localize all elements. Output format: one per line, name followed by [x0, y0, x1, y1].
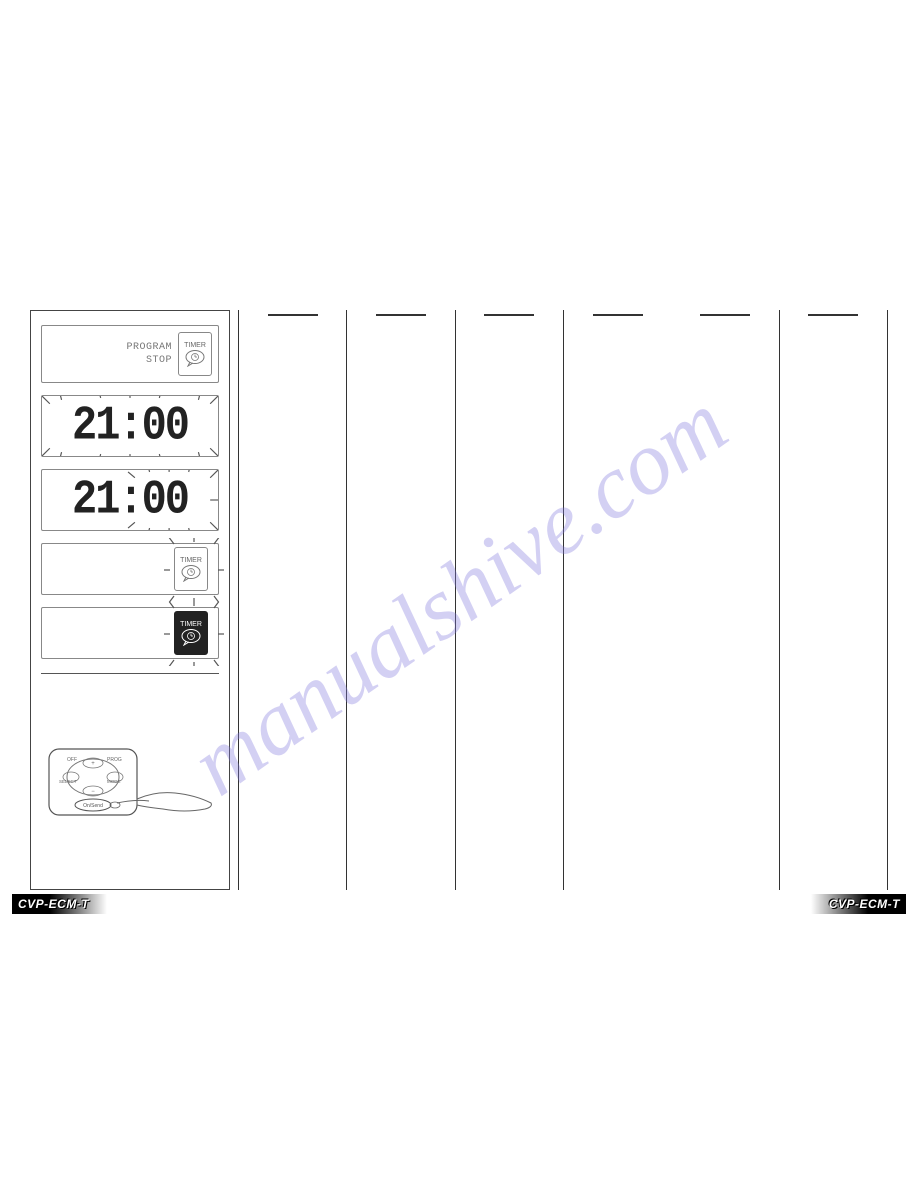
column-2-header-rule	[376, 314, 426, 316]
column-1-header-rule	[268, 314, 318, 316]
timer-badge-flash-2: TIMER	[174, 611, 208, 655]
column-2	[346, 310, 455, 890]
remote-mode-label: MODE	[107, 779, 121, 784]
remote-onsend-label: On/Send	[83, 803, 103, 809]
lcd-line-stop: STOP	[48, 354, 172, 367]
timer-badge-label: TIMER	[184, 342, 206, 349]
text-columns	[238, 310, 888, 890]
footer-model-left: CVP-ECM-T	[12, 894, 107, 914]
clock-bubble-icon	[184, 349, 206, 367]
lcd-time-2: 21:00	[41, 469, 219, 531]
timer-badge: TIMER	[178, 332, 212, 376]
lcd-program-stop: PROGRAM STOP TIMER	[41, 325, 219, 383]
clock-bubble-icon	[180, 564, 202, 582]
remote-hand-icon: + − OFF PROG SELECT MODE On/Send	[45, 743, 215, 821]
remote-plus-label: +	[91, 761, 95, 767]
timer-badge-label-1: TIMER	[180, 557, 202, 564]
column-3	[455, 310, 564, 890]
manual-page-spread: PROGRAM STOP TIMER	[30, 310, 888, 890]
lcd-time-1: 21:00	[41, 395, 219, 457]
lcd-timer-flash-outline: TIMER	[41, 543, 219, 595]
instruction-panel: PROGRAM STOP TIMER	[30, 310, 230, 890]
column-6-header-rule	[808, 314, 858, 316]
column-5-header-rule	[700, 314, 750, 316]
timer-badge-label-2: TIMER	[180, 621, 202, 628]
remote-illustration: + − OFF PROG SELECT MODE On/Send	[41, 682, 219, 881]
remote-prog-label: PROG	[107, 757, 122, 763]
lcd-timer-flash-inverted: TIMER	[41, 607, 219, 659]
remote-select-label: SELECT	[59, 779, 77, 784]
column-3-header-rule	[484, 314, 534, 316]
lcd-mode-text: PROGRAM STOP	[48, 341, 178, 367]
column-6	[779, 310, 888, 890]
timer-badge-flash-1: TIMER	[174, 547, 208, 591]
lcd-line-program: PROGRAM	[48, 341, 172, 354]
lcd-time-1-value: 21:00	[72, 398, 188, 453]
panel-divider	[41, 673, 219, 674]
remote-off-label: OFF	[67, 757, 77, 763]
lcd-time-2-value: 21:00	[72, 472, 188, 527]
remote-minus-label: −	[91, 789, 95, 795]
footer-model-right: CVP-ECM-T	[811, 894, 906, 914]
column-4-5	[563, 310, 780, 890]
clock-bubble-inverted-icon	[180, 628, 202, 646]
column-4-header-rule	[593, 314, 643, 316]
column-1	[238, 310, 347, 890]
